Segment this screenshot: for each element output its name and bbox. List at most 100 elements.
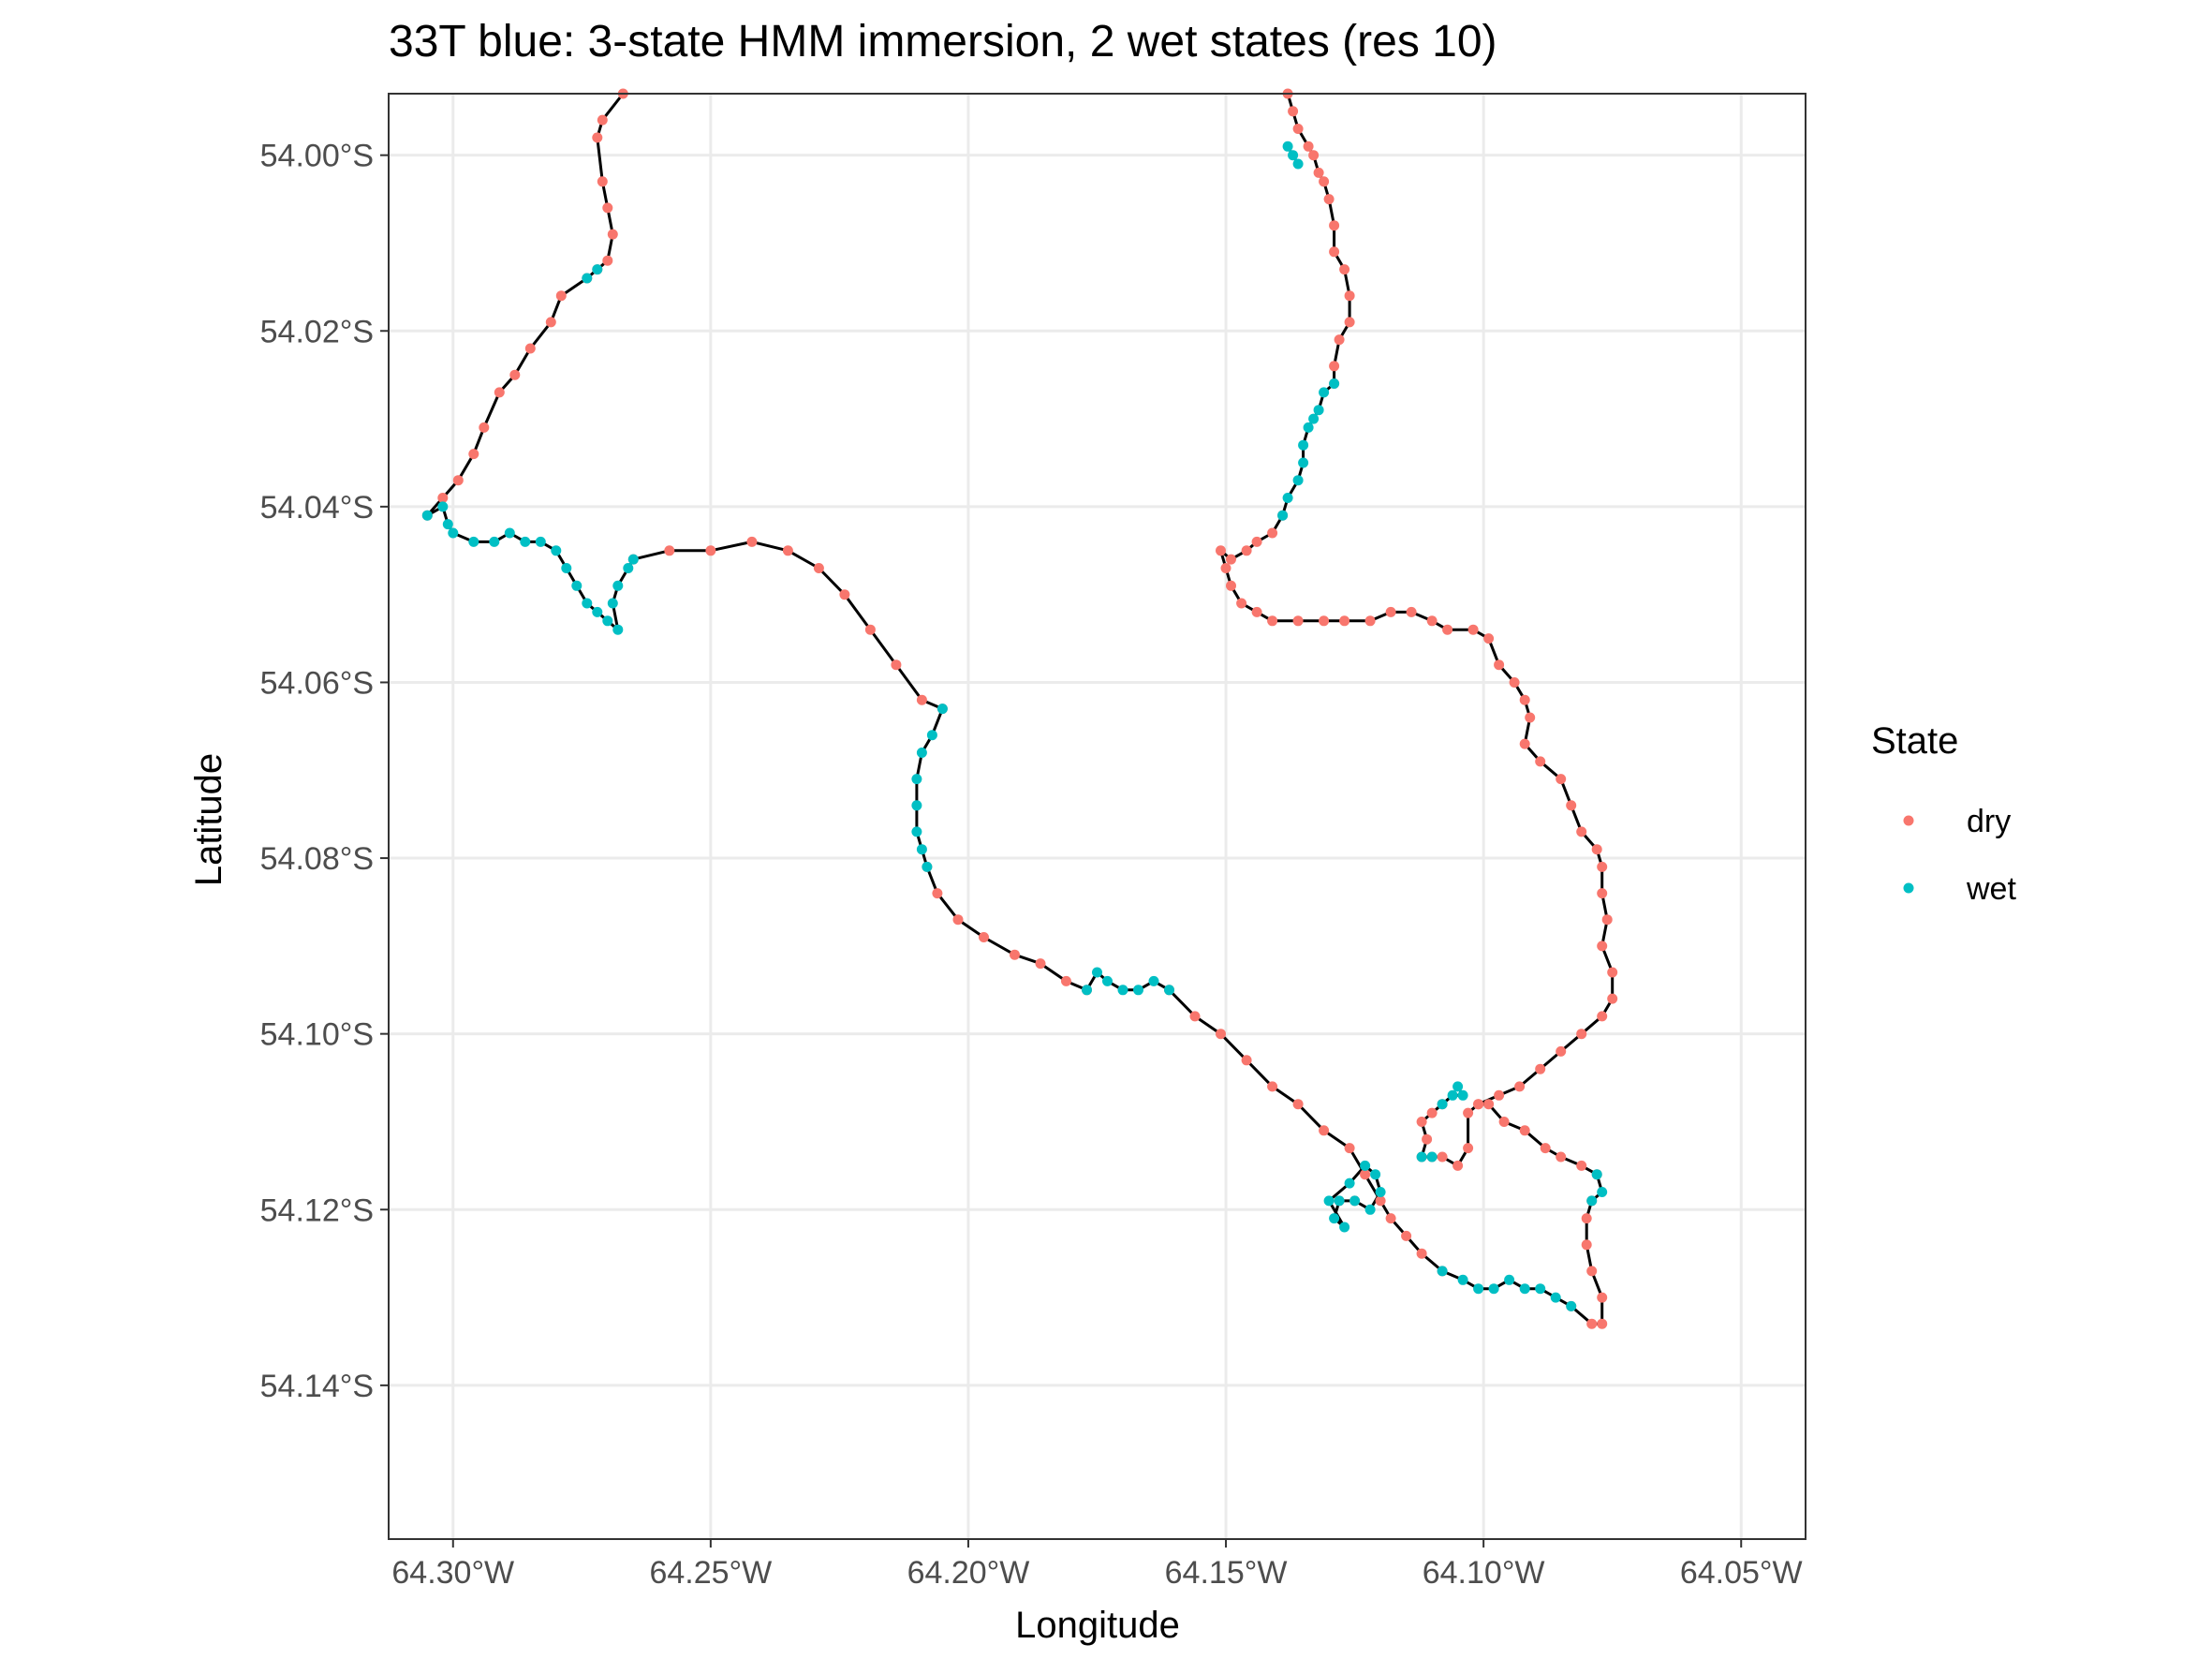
point-wet [1535,1283,1546,1295]
point-dry [813,563,824,573]
track-segment [925,866,1088,992]
point-dry [1251,536,1262,547]
point-dry [607,229,618,240]
point-wet [911,800,922,811]
point-dry [1406,606,1417,617]
legend-label-wet: wet [1966,871,2016,907]
point-dry [1323,194,1335,205]
point-dry [468,449,479,460]
x-tick-label: 64.25°W [649,1555,772,1591]
point-dry [597,114,608,126]
point-wet [1591,1169,1602,1180]
point-wet [1133,985,1143,996]
point-dry [1494,659,1505,671]
point-dry [1483,633,1495,644]
point-dry [1251,606,1262,617]
point-dry [1339,615,1350,627]
point-wet [489,536,500,547]
point-wet [1148,975,1159,986]
point-wet [1277,510,1289,521]
point-dry [1597,1318,1608,1329]
point-wet [1447,1089,1458,1101]
point-dry [1416,1117,1427,1127]
point-dry [1267,615,1278,627]
point-dry [592,132,603,143]
track-segment [1286,93,1351,384]
point-dry [1364,615,1376,627]
point-wet [1308,413,1320,424]
point-wet [922,861,933,872]
point-dry [1189,1011,1201,1022]
point-dry [1581,1213,1592,1224]
point-dry [1607,967,1618,978]
point-wet [1319,387,1330,398]
point-dry [1010,949,1020,960]
point-dry [1216,1029,1226,1040]
point-dry [1514,1081,1526,1092]
point-wet [468,536,479,547]
point-dry [1401,1230,1412,1241]
y-tick-label: 54.04°S [260,490,374,526]
point-dry [1525,712,1536,723]
point-wet [1292,158,1304,170]
point-dry [545,317,556,328]
point-dry [1319,176,1330,187]
point-dry [1035,958,1046,970]
point-dry [1292,124,1304,134]
point-wet [1303,422,1314,433]
point-wet [1370,1169,1381,1180]
point-wet [1334,1195,1345,1207]
y-tick-label: 54.14°S [260,1369,374,1404]
point-wet [916,748,927,758]
point-dry [1586,1318,1598,1329]
point-wet [1597,1187,1608,1197]
point-dry [1236,598,1247,609]
y-tick-label: 54.10°S [260,1017,374,1053]
point-dry [1061,975,1071,986]
point-wet [1298,439,1309,451]
track-segment [426,276,588,517]
points-layer [421,88,1618,1329]
point-dry [1344,1143,1355,1154]
point-dry [1586,1266,1598,1277]
point-dry [916,694,927,705]
point-dry [1422,1133,1433,1145]
point-dry [1498,1117,1510,1127]
point-wet [1416,1151,1427,1163]
point-dry [1216,545,1226,556]
point-dry [1292,1099,1304,1110]
point-wet [1360,1160,1371,1171]
point-wet [1102,975,1113,986]
point-dry [1329,220,1340,231]
point-dry [1597,1292,1608,1303]
point-dry [1483,1099,1495,1110]
point-wet [561,563,572,573]
point-dry [1241,545,1252,556]
point-dry [1601,914,1613,926]
point-dry [1426,615,1438,627]
point-wet [627,554,639,565]
point-wet [1519,1283,1530,1295]
point-dry [1385,1213,1396,1224]
point-dry [1416,1248,1427,1259]
point-dry [891,659,902,671]
point-wet [1349,1195,1361,1207]
point-dry [1344,317,1355,328]
point-dry [839,589,850,600]
point-wet [612,624,624,635]
point-wet [926,730,937,741]
point-wet [1082,985,1092,996]
point-wet [1504,1274,1515,1285]
x-axis-title: Longitude [1015,1605,1180,1646]
point-wet [1437,1099,1448,1110]
point-wet [1364,1204,1376,1215]
point-dry [1319,1125,1330,1136]
point-dry [932,888,943,899]
point-dry [479,422,490,433]
point-dry [1339,264,1350,275]
point-wet [602,615,613,627]
point-dry [1581,1239,1592,1251]
point-dry [1226,554,1236,565]
point-wet [1426,1151,1438,1163]
point-wet [1457,1274,1468,1285]
